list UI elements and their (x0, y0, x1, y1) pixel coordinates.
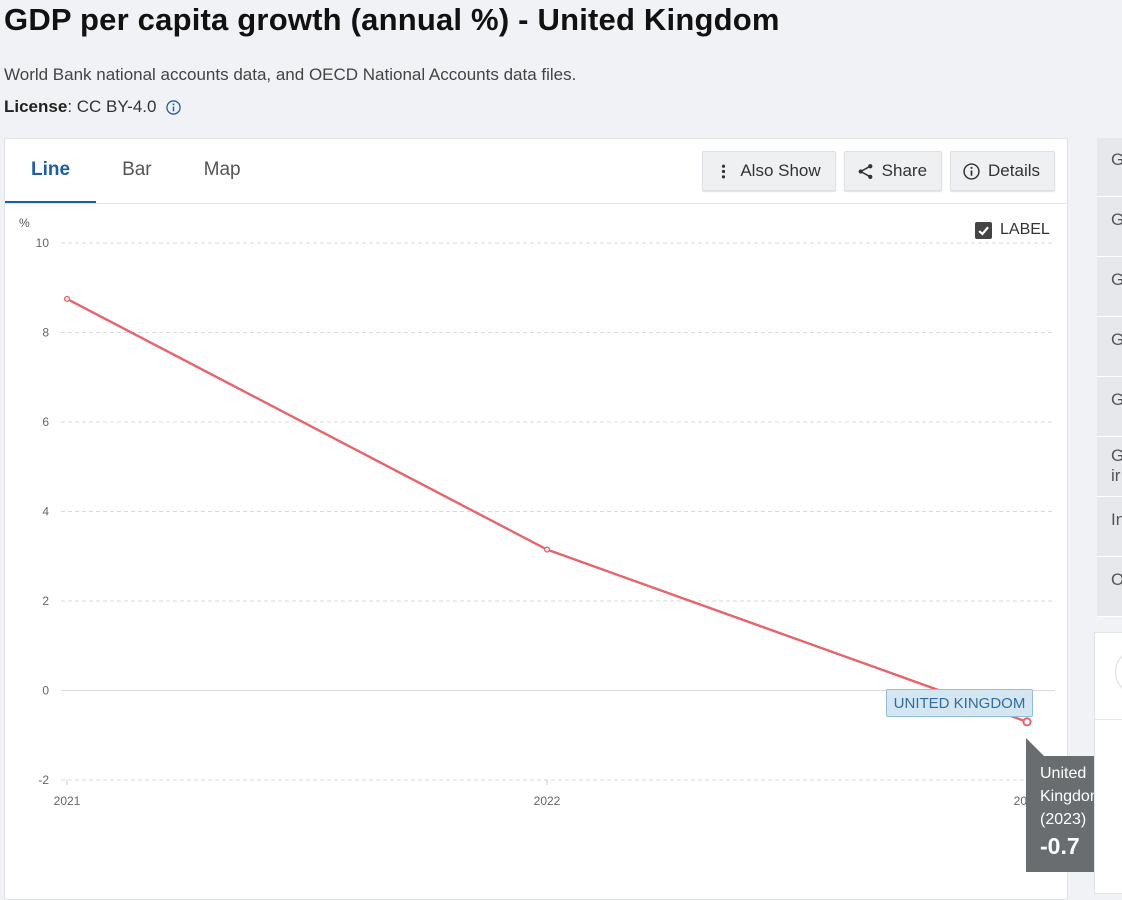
info-icon[interactable] (166, 99, 182, 115)
side-item-5[interactable]: G (1097, 378, 1122, 437)
details-label: Details (988, 161, 1040, 180)
data-point (543, 546, 551, 553)
y-tick-label: -2 (38, 773, 49, 787)
line-chart: %-20246810202120222023 (19, 216, 1055, 808)
share-button[interactable]: Share (843, 151, 943, 191)
page-title: GDP per capita growth (annual %) - Unite… (4, 2, 780, 37)
y-tick-label: 8 (42, 326, 49, 340)
source-note: World Bank national accounts data, and O… (4, 65, 577, 84)
chart-card: Line Bar Map Also Show Share Detai (4, 138, 1068, 900)
side-item-8[interactable]: O (1097, 558, 1122, 617)
data-point (1022, 717, 1032, 727)
series-line (66, 297, 1028, 723)
side-item-7[interactable]: In (1097, 498, 1122, 557)
side-item-4[interactable]: G (1097, 318, 1122, 377)
side-item-6-line-2: ir (1111, 466, 1121, 485)
chart-toolbar: Also Show Share Details (702, 151, 1055, 191)
series-label-tag: UNITED KINGDOM (886, 689, 1033, 717)
more-vertical-icon (722, 164, 726, 178)
y-axis-unit-label: % (19, 216, 30, 230)
tooltip-line-1: United (1040, 765, 1087, 782)
also-show-button[interactable]: Also Show (702, 151, 836, 191)
license-line: License : CC BY-4.0 (4, 97, 182, 117)
side-item-1[interactable]: G (1097, 138, 1122, 197)
info-icon (963, 162, 980, 180)
side-card-divider (1095, 719, 1122, 720)
tab-line[interactable]: Line (5, 139, 97, 204)
tooltip-line-3: (2023) (1040, 811, 1087, 828)
x-tick-label: 2021 (54, 794, 81, 808)
label-toggle[interactable]: LABEL (975, 221, 1050, 239)
tab-divider (5, 203, 1067, 204)
chart-tabs: Line Bar Map (5, 139, 267, 204)
tab-map[interactable]: Map (203, 159, 241, 180)
side-item-6[interactable]: G ir (1097, 438, 1122, 497)
details-button[interactable]: Details (950, 151, 1055, 191)
y-tick-label: 6 (42, 415, 49, 429)
license-label: License (4, 97, 68, 116)
tab-bar[interactable]: Bar (122, 159, 152, 180)
x-tick-label: 2022 (534, 794, 561, 808)
share-label: Share (881, 161, 928, 180)
side-card (1094, 632, 1122, 894)
data-point (63, 295, 71, 303)
related-indicators-panel: G G G G G G ir In O (1097, 138, 1122, 617)
label-checkbox[interactable] (975, 221, 992, 239)
side-item-2[interactable]: G (1097, 198, 1122, 257)
tooltip-line-2: Kingdom (1040, 788, 1104, 805)
label-toggle-text: LABEL (1000, 221, 1050, 238)
side-item-3[interactable]: G (1097, 258, 1122, 317)
check-icon (978, 226, 989, 236)
tooltip-value: -0.7 (1040, 833, 1080, 859)
y-tick-label: 2 (42, 594, 49, 608)
y-tick-label: 10 (36, 236, 50, 250)
share-icon (858, 163, 873, 179)
side-card-circle[interactable] (1115, 649, 1122, 695)
y-tick-label: 4 (42, 505, 49, 519)
license-value: : CC BY-4.0 (67, 97, 157, 116)
side-item-6-line-1: G (1111, 446, 1122, 465)
also-show-label: Also Show (740, 161, 821, 180)
y-tick-label: 0 (42, 684, 49, 698)
